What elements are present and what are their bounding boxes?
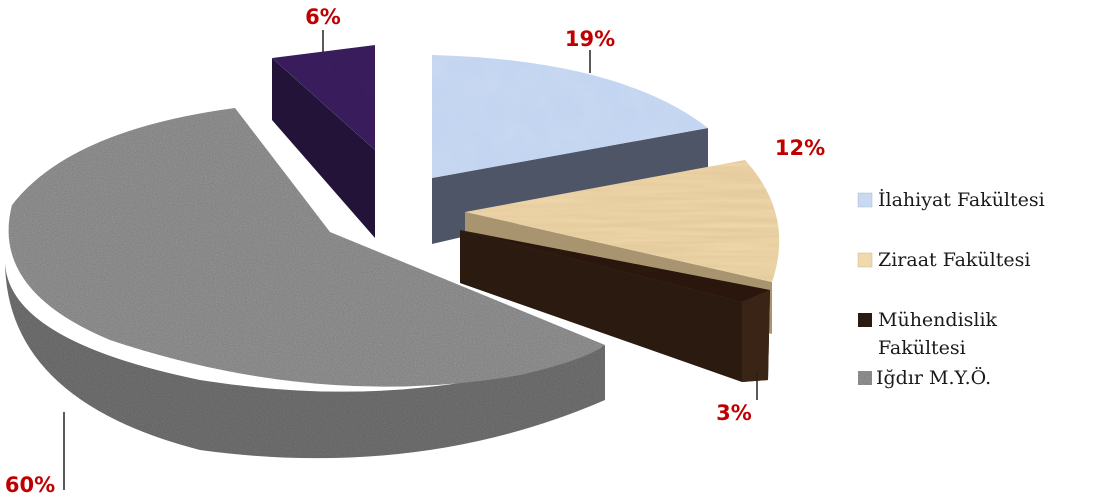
slice-side-igdir-myo (5, 260, 605, 459)
pie-slice-muhendislik (460, 230, 770, 382)
label-muhendislik: 3% (716, 372, 758, 425)
pie-slice-purple (272, 45, 375, 238)
label-purple: 6% (305, 5, 341, 52)
legend: İlahiyat Fakültesi Ziraat Fakültesi Mühe… (857, 188, 1045, 389)
legend-label-muhendislik: Mühendislik (878, 309, 998, 331)
legend-swatch-ziraat (857, 252, 873, 268)
label-ziraat: 12% (775, 136, 825, 160)
legend-entry-ziraat: Ziraat Fakültesi (857, 249, 1030, 271)
legend-swatch-muhendislik (858, 313, 872, 327)
legend-label-igdir-myo: Iğdır M.Y.Ö. (876, 366, 991, 389)
slice-top-ilahiyat (432, 55, 708, 178)
legend-swatch-ilahiyat (857, 192, 873, 208)
legend-entry-muhendislik: Mühendislik Fakültesi (858, 309, 998, 359)
slice-top-igdir-myo (8, 108, 605, 387)
legend-entry-ilahiyat: İlahiyat Fakültesi (857, 188, 1045, 211)
slice-top-ziraat (465, 160, 780, 282)
pct-label-purple: 6% (305, 5, 341, 29)
slice-top-purple (272, 45, 375, 238)
legend-swatch-igdir-myo (858, 371, 872, 385)
slice-side-muhendislik (460, 230, 770, 382)
legend-label-muhendislik-line2: Fakültesi (878, 337, 966, 359)
pct-label-ilahiyat: 19% (565, 27, 615, 51)
legend-label-ziraat: Ziraat Fakültesi (878, 249, 1030, 271)
slice-front-muhendislik (742, 290, 770, 382)
slice-top-muhendislik (460, 230, 770, 302)
pie-slice-igdir-myo (5, 108, 605, 459)
legend-label-ilahiyat: İlahiyat Fakültesi (878, 188, 1045, 211)
label-igdir-myo: 60% (5, 412, 65, 497)
pct-label-igdir-myo: 60% (5, 473, 55, 497)
slice-side-purple (272, 58, 375, 238)
legend-entry-igdir-myo: Iğdır M.Y.Ö. (858, 366, 991, 389)
pct-label-muhendislik: 3% (716, 401, 752, 425)
pct-label-ziraat: 12% (775, 136, 825, 160)
label-ilahiyat: 19% (565, 27, 615, 73)
